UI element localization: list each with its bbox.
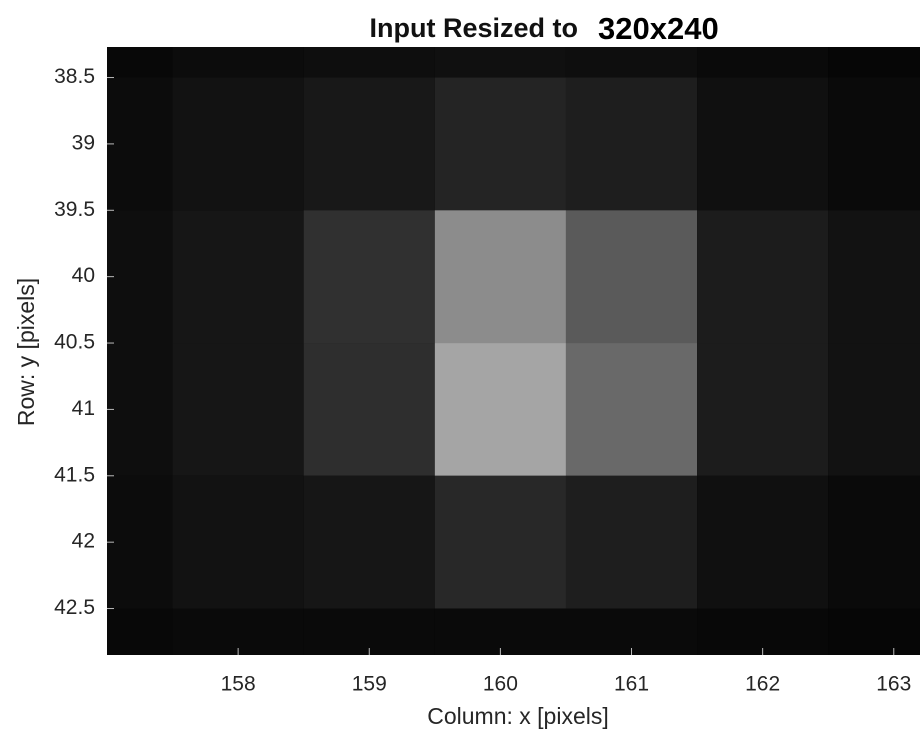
pixel-cell [697,343,828,476]
pixel-cell [697,476,828,609]
chart-title-highlight: 320x240 [598,11,719,46]
y-tick-label: 40.5 [54,331,95,354]
pixel-cell [173,476,304,609]
image [41,0,920,738]
x-tick-label: 161 [614,673,649,696]
pixel-cell [304,343,435,476]
pixel-cell [828,0,920,78]
y-tick-label: 38.5 [54,65,95,88]
page: Input Resized to 320x240 Column: x [pixe… [0,0,920,738]
pixel-cell [828,210,920,343]
pixel-cell [435,343,566,476]
x-tick-label: 160 [483,673,518,696]
x-tick-label: 159 [352,673,387,696]
pixel-cell [435,210,566,343]
x-tick-label: 163 [876,673,911,696]
pixel-cell [566,343,697,476]
y-tick-label: 41 [72,397,95,420]
pixel-cell [566,210,697,343]
y-tick-label: 42.5 [54,596,95,619]
x-tick-label: 162 [745,673,780,696]
pixel-cell [304,78,435,211]
pixel-cell [41,609,172,738]
pixel-cell [173,78,304,211]
pixel-cell [173,210,304,343]
chart: Input Resized to 320x240 Column: x [pixe… [0,0,920,738]
pixel-cell [435,78,566,211]
y-tick-label: 39.5 [54,198,95,221]
pixel-cell [173,0,304,78]
pixel-cell [828,78,920,211]
pixel-cell [697,78,828,211]
pixel-cell [304,210,435,343]
pixel-cell [304,476,435,609]
y-tick-label: 41.5 [54,463,95,486]
pixel-cell [697,210,828,343]
y-axis-label: Row: y [pixels] [13,278,39,426]
y-tick-label: 40 [72,264,95,287]
y-tick-label: 39 [72,131,95,154]
pixel-cell [173,343,304,476]
x-axis-label: Column: x [pixels] [427,703,609,729]
pixel-cell [828,476,920,609]
y-tick-label: 42 [72,530,95,553]
pixel-cell [828,343,920,476]
chart-title: Input Resized to [370,13,579,43]
x-tick-label: 158 [221,673,256,696]
pixel-cell [566,78,697,211]
pixel-cell [435,476,566,609]
pixel-cell [566,476,697,609]
